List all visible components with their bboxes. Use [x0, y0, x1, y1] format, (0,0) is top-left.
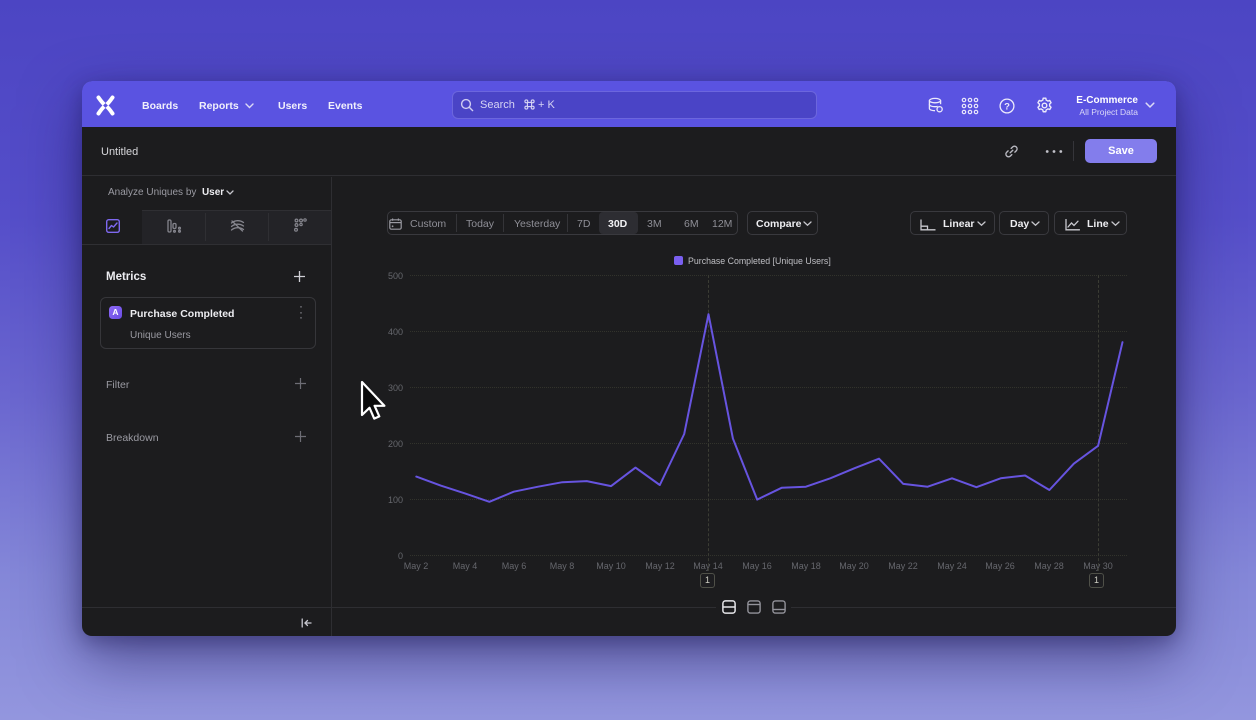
- svg-text:?: ?: [1004, 101, 1010, 112]
